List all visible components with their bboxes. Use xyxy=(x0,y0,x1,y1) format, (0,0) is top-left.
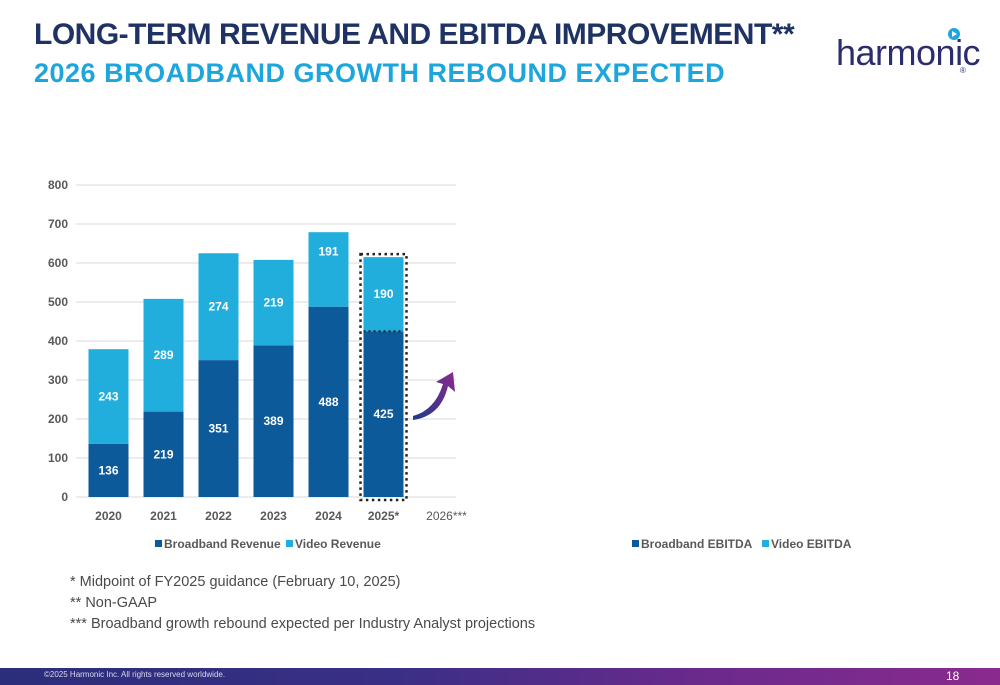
revenue-legend-label: Broadband Revenue xyxy=(164,537,281,551)
revenue-y-tick-label: 800 xyxy=(48,178,68,192)
registered-mark-icon: ® xyxy=(960,66,966,75)
revenue-bar-video-revenue xyxy=(143,298,184,412)
revenue-data-label: 136 xyxy=(98,463,118,477)
revenue-y-tick-label: 200 xyxy=(48,412,68,426)
revenue-x-tick-label: 2024 xyxy=(315,509,342,523)
revenue-bar-broadband-revenue xyxy=(253,345,294,497)
revenue-x-tick-label: 2021 xyxy=(150,509,177,523)
revenue-bar-video-revenue xyxy=(363,257,404,332)
revenue-y-tick-label: 500 xyxy=(48,295,68,309)
ebitda-chart: 02040608010012014016015.58.3202020.936.3… xyxy=(632,537,852,551)
revenue-bar-broadband-revenue xyxy=(363,331,404,497)
page-title: LONG-TERM REVENUE AND EBITDA IMPROVEMENT… xyxy=(34,18,795,51)
revenue-bar-broadband-revenue xyxy=(308,306,349,497)
ebitda-legend-label: Broadband EBITDA xyxy=(641,537,753,551)
revenue-x-tick-label: 2023 xyxy=(260,509,287,523)
revenue-data-label: 425 xyxy=(373,407,393,421)
revenue-y-tick-label: 300 xyxy=(48,373,68,387)
revenue-x-tick-label: 2026*** xyxy=(426,509,467,523)
ebitda-legend-label: Video EBITDA xyxy=(771,537,852,551)
revenue-data-label: 190 xyxy=(373,287,393,301)
ebitda-legend-swatch xyxy=(762,540,769,547)
revenue-bar-broadband-revenue xyxy=(143,411,184,497)
revenue-data-label: 289 xyxy=(153,348,173,362)
page-number: 18 xyxy=(946,669,960,683)
copyright-text: ©2025 Harmonic Inc. All rights reserved … xyxy=(44,670,226,679)
revenue-data-label: 243 xyxy=(98,390,118,404)
revenue-bar-broadband-revenue xyxy=(198,360,239,497)
revenue-y-tick-label: 400 xyxy=(48,334,68,348)
ebitda-legend-swatch xyxy=(632,540,639,547)
revenue-legend: Broadband Revenue Video Revenue xyxy=(155,537,381,551)
revenue-data-label: 389 xyxy=(263,414,283,428)
footer-bar: ©2025 Harmonic Inc. All rights reserved … xyxy=(0,668,1000,685)
revenue-bar-video-revenue xyxy=(198,253,239,361)
revenue-data-label: 191 xyxy=(318,244,338,258)
logo-text: harmonic xyxy=(836,32,981,73)
revenue-data-label: 219 xyxy=(153,447,173,461)
revenue-y-tick-label: 700 xyxy=(48,217,68,231)
play-icon xyxy=(948,28,960,40)
revenue-data-label: 351 xyxy=(208,422,228,436)
revenue-x-tick-label: 2020 xyxy=(95,509,122,523)
revenue-bar-broadband-revenue xyxy=(88,443,129,497)
page-subtitle: 2026 BROADBAND GROWTH REBOUND EXPECTED xyxy=(34,58,726,88)
footnote-2: ** Non-GAAP xyxy=(70,595,158,611)
revenue-legend-swatch xyxy=(286,540,293,547)
footnote-3: *** Broadband growth rebound expected pe… xyxy=(70,616,536,632)
revenue-bar-video-revenue xyxy=(308,232,349,307)
revenue-data-label: 219 xyxy=(263,296,283,310)
revenue-data-label: 488 xyxy=(318,395,338,409)
revenue-legend-label: Video Revenue xyxy=(295,537,381,551)
revenue-y-tick-label: 600 xyxy=(48,256,68,270)
revenue-bar-video-revenue xyxy=(253,259,294,346)
harmonic-logo: harmonic ® xyxy=(836,28,981,84)
revenue-highlight-box xyxy=(359,252,408,502)
revenue-y-tick-label: 100 xyxy=(48,451,68,465)
revenue-bar-video-revenue xyxy=(88,349,129,444)
revenue-growth-arrow-icon xyxy=(413,372,455,420)
revenue-x-tick-label: 2022 xyxy=(205,509,232,523)
footnote-1: * Midpoint of FY2025 guidance (February … xyxy=(70,574,401,590)
revenue-data-label: 274 xyxy=(208,300,228,314)
revenue-x-tick-label: 2025* xyxy=(368,509,400,523)
ebitda-legend: Broadband EBITDA Video EBITDA xyxy=(632,537,852,551)
revenue-legend-swatch xyxy=(155,540,162,547)
revenue-chart: 0 100 200 300 400 500 600 700 800 136 243 2020 219 28… xyxy=(48,178,467,551)
revenue-y-tick-label: 0 xyxy=(61,490,68,504)
